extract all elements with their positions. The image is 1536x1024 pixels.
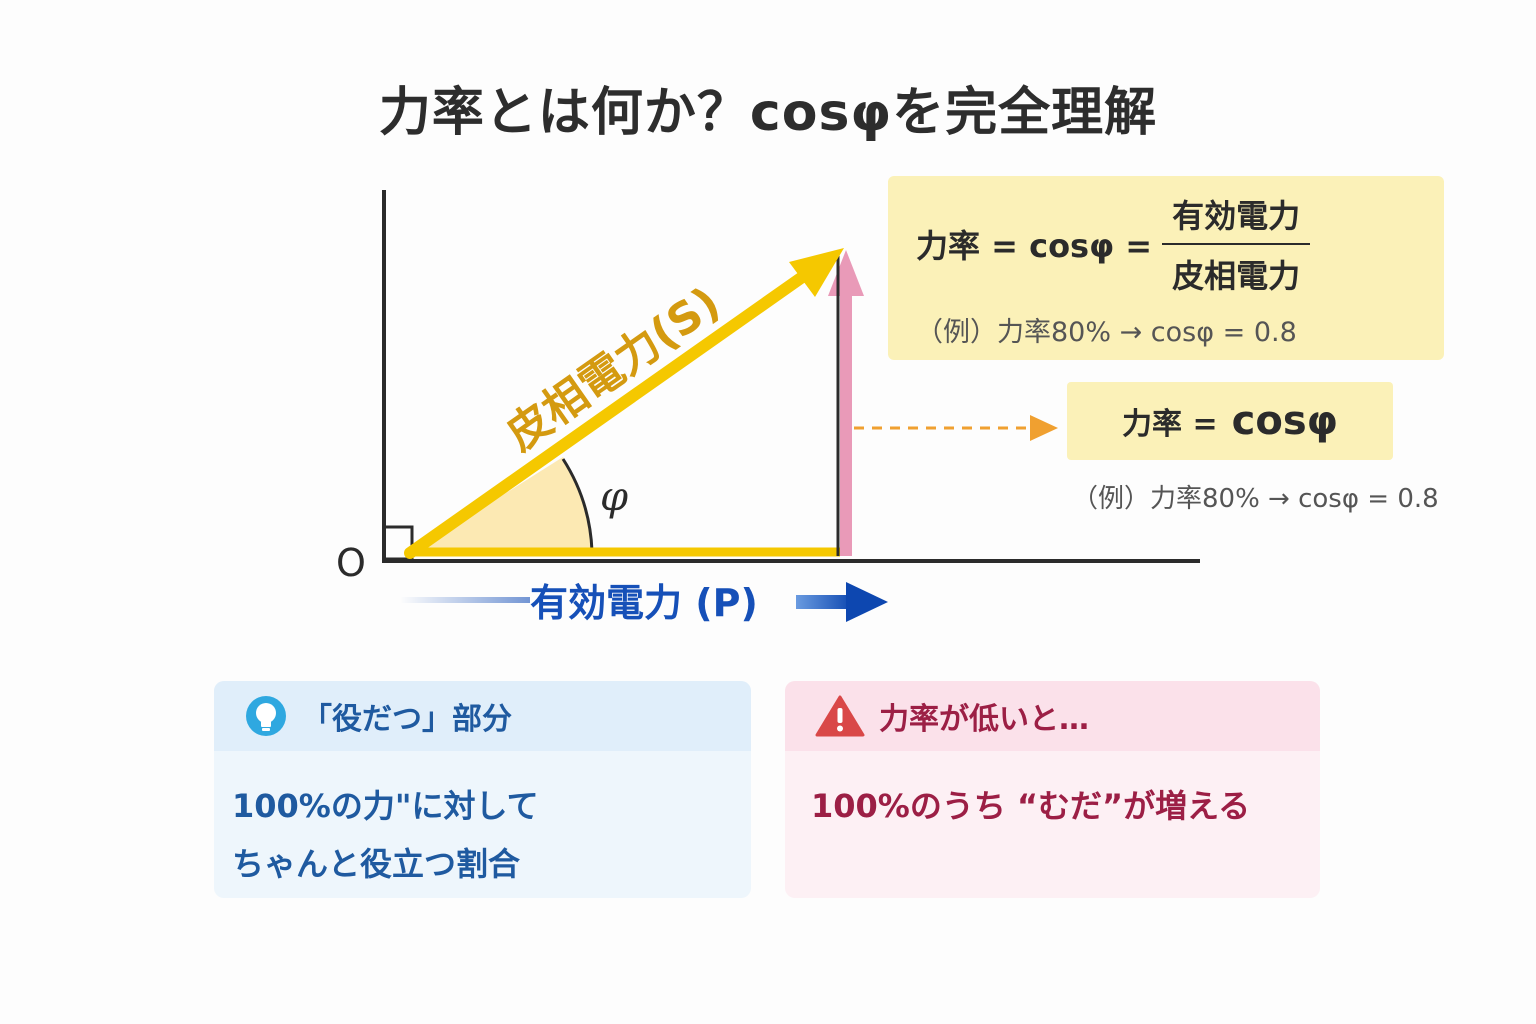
formula-lhs: 力率 = cosφ = [916,227,1153,265]
apparent-power-arrow-head [789,248,844,297]
formula-box: 力率 = cosφ = 有効電力 皮相電力 （例）力率80% → cosφ = … [888,176,1444,360]
cos-phi-box: 力率 = cosφ [1067,382,1393,460]
formula-example: （例）力率80% → cosφ = 0.8 [916,317,1297,348]
useful-part-heading: 「役だつ」部分 [302,702,512,737]
active-power-arrow-head [846,582,888,622]
reactive-power-arrow-shaft [840,292,852,556]
origin-label: O [336,541,366,585]
apparent-power-arrow-shaft [404,267,814,559]
low-power-factor-card: 力率が低いと… 100%のうち “むだ”が増える [785,681,1320,898]
angle-arc [561,458,594,552]
useful-part-body: 100%の力"に対して ちゃんと役立つ割合 [214,751,751,893]
formula-fraction: 有効電力 皮相電力 [1162,191,1311,297]
angle-sector [408,457,592,555]
useful-part-card-header: 「役だつ」部分 [214,681,751,751]
formula-numerator: 有効電力 [1162,191,1311,245]
low-power-factor-heading: 力率が低いと… [879,702,1089,737]
cos-phi-box-label: 力率 = [1122,407,1218,442]
dashed-pointer-head [1030,415,1058,441]
angle-label: φ [600,474,628,520]
active-power-label: 有効電力 (P) [530,581,758,625]
formula-denominator: 皮相電力 [1172,257,1301,295]
useful-part-line-2: ちゃんと役立つ割合 [232,845,521,883]
cos-phi-box-value: cosφ [1231,398,1338,444]
page-title: 力率とは何か？cosφを完全理解 [378,83,1158,143]
low-power-factor-body: 100%のうち “むだ”が増える [785,751,1320,835]
useful-part-line-1: 100%の力"に対して [232,787,539,825]
apparent-power-label: 皮相電力(S) [497,277,729,461]
cos-phi-example: （例）力率80% → cosφ = 0.8 [1072,484,1439,514]
active-power-fade [400,597,530,603]
right-angle-mark [382,525,414,561]
formula-main: 力率 = cosφ = 有効電力 皮相電力 [916,196,1311,295]
warning-icon [815,695,865,737]
low-power-factor-card-header: 力率が低いと… [785,681,1320,751]
active-power-arrow-shaft [796,595,854,609]
low-power-factor-line-1: 100%のうち “むだ”が増える [811,787,1251,825]
useful-part-card: 「役だつ」部分 100%の力"に対して ちゃんと役立つ割合 [214,681,751,898]
lightbulb-icon [246,696,286,736]
